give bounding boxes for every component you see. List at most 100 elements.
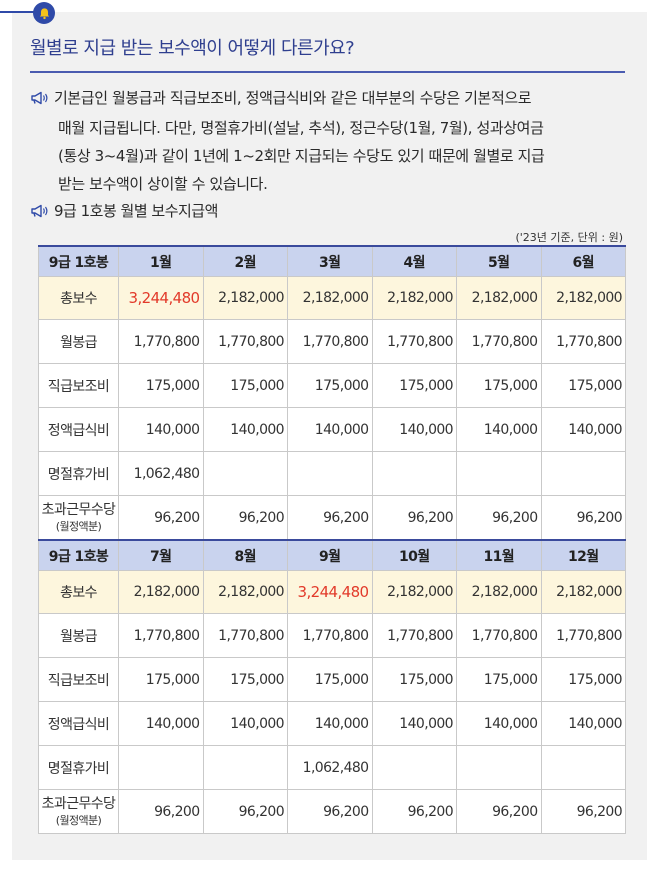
value-cell: 1,770,800	[456, 319, 542, 364]
value-cell: 1,770,800	[118, 613, 204, 658]
row-label: 총보수	[38, 276, 119, 320]
header-month: 10월	[371, 539, 457, 571]
paragraph-line: 받는 보수액이 상이할 수 있습니다.	[58, 175, 268, 193]
row-label: 총보수	[38, 570, 119, 614]
unit-note: ('23년 기준, 단위 : 원)	[515, 231, 623, 244]
value-cell: 2,182,000	[202, 570, 288, 614]
section-title: 월별로 지급 받는 보수액이 어떻게 다른가요?	[30, 34, 625, 73]
value-cell: 1,062,480	[287, 745, 373, 790]
row-label: 정액급식비	[38, 701, 119, 746]
value-cell: 96,200	[456, 789, 542, 834]
header-month: 6월	[540, 245, 626, 277]
value-cell: 1,770,800	[118, 319, 204, 364]
value-cell: 96,200	[287, 495, 373, 541]
value-cell: 140,000	[287, 701, 373, 746]
value-cell: 2,182,000	[371, 570, 457, 614]
value-cell: 140,000	[202, 407, 288, 452]
total-row: 총보수 2,182,000 2,182,000 3,244,480 2,182,000 2…	[38, 570, 626, 614]
value-cell: 1,770,800	[456, 613, 542, 658]
header-month: 7월	[118, 539, 204, 571]
value-cell: 175,000	[118, 657, 204, 702]
table-row: 명절휴가비 1,062,480	[38, 451, 626, 496]
value-cell: 175,000	[371, 363, 457, 408]
total-row: 총보수 3,244,480 2,182,000 2,182,000 2,182,000 2…	[38, 276, 626, 320]
value-cell: 3,244,480	[118, 276, 204, 320]
value-cell: 2,182,000	[287, 276, 373, 320]
value-cell: 1,770,800	[371, 613, 457, 658]
value-cell: 2,182,000	[456, 570, 542, 614]
table-row: 직급보조비 175,000 175,000 175,000 175,000 175,000…	[38, 657, 626, 702]
value-cell: 1,770,800	[540, 319, 626, 364]
header-grade: 9급 1호봉	[38, 539, 119, 571]
value-cell: 96,200	[118, 789, 204, 834]
value-cell: 175,000	[287, 363, 373, 408]
row-label: 정액급식비	[38, 407, 119, 452]
value-cell: 175,000	[118, 363, 204, 408]
value-cell: 140,000	[118, 701, 204, 746]
header-month: 3월	[287, 245, 373, 277]
value-cell: 96,200	[371, 789, 457, 834]
value-cell: 2,182,000	[371, 276, 457, 320]
value-cell	[540, 451, 626, 496]
value-cell: 2,182,000	[540, 276, 626, 320]
value-cell: 140,000	[371, 407, 457, 452]
value-cell: 96,200	[540, 495, 626, 541]
value-cell: 140,000	[287, 407, 373, 452]
table-row: 명절휴가비 1,062,480	[38, 745, 626, 790]
value-cell	[456, 745, 542, 790]
value-cell: 1,770,800	[202, 613, 288, 658]
megaphone-icon	[30, 204, 50, 222]
row-sublabel: (월정액분)	[55, 519, 102, 533]
value-cell	[371, 745, 457, 790]
value-cell	[540, 745, 626, 790]
value-cell: 175,000	[540, 657, 626, 702]
megaphone-icon	[30, 86, 50, 114]
value-cell: 96,200	[287, 789, 373, 834]
row-label: 직급보조비	[38, 657, 119, 702]
value-cell: 175,000	[371, 657, 457, 702]
row-label: 월봉급	[38, 613, 119, 658]
value-cell: 175,000	[202, 363, 288, 408]
paragraph-line: 매월 지급됩니다. 다만, 명절휴가비(설날, 추석), 정근수당(1월, 7월…	[58, 119, 544, 137]
value-cell: 96,200	[456, 495, 542, 541]
value-cell: 140,000	[202, 701, 288, 746]
row-label: 월봉급	[38, 319, 119, 364]
bell-icon	[33, 2, 55, 24]
value-cell: 140,000	[456, 407, 542, 452]
table-row: 정액급식비 140,000 140,000 140,000 140,000 140,000…	[38, 701, 626, 746]
value-cell: 2,182,000	[118, 570, 204, 614]
row-label: 초과근무수당 (월정액분)	[38, 789, 119, 834]
row-label: 초과근무수당 (월정액분)	[38, 495, 119, 541]
paragraph-line: (통상 3~4월)과 같이 1년에 1~2회만 지급되는 수당도 있기 때문에 …	[58, 147, 545, 165]
row-sublabel: (월정액분)	[55, 813, 102, 827]
value-cell	[202, 745, 288, 790]
value-cell: 96,200	[118, 495, 204, 541]
row-label: 명절휴가비	[38, 745, 119, 790]
table-header-row: 9급 1호봉 1월 2월 3월 4월 5월 6월	[38, 245, 626, 277]
value-cell: 2,182,000	[540, 570, 626, 614]
header-month: 4월	[371, 245, 457, 277]
table-row: 초과근무수당 (월정액분) 96,200 96,200 96,200 96,200 96,2…	[38, 495, 626, 541]
intro-paragraph: 기본급인 월봉급과 직급보조비, 정액급식비와 같은 대부분의 수당은 기본적으…	[30, 84, 630, 198]
value-cell: 1,062,480	[118, 451, 204, 496]
value-cell	[456, 451, 542, 496]
value-cell: 175,000	[287, 657, 373, 702]
value-cell: 175,000	[456, 363, 542, 408]
row-label: 명절휴가비	[38, 451, 119, 496]
value-cell: 175,000	[540, 363, 626, 408]
table-row: 월봉급 1,770,800 1,770,800 1,770,800 1,770,800 1…	[38, 319, 626, 364]
value-cell: 140,000	[540, 407, 626, 452]
value-cell: 1,770,800	[202, 319, 288, 364]
value-cell: 1,770,800	[287, 613, 373, 658]
value-cell: 96,200	[202, 495, 288, 541]
header-month: 1월	[118, 245, 204, 277]
row-label: 직급보조비	[38, 363, 119, 408]
value-cell: 1,770,800	[371, 319, 457, 364]
value-cell: 140,000	[540, 701, 626, 746]
table-subheading: 9급 1호봉 월별 보수지급액	[30, 200, 218, 222]
value-cell: 2,182,000	[456, 276, 542, 320]
header-month: 11월	[456, 539, 542, 571]
value-cell: 140,000	[118, 407, 204, 452]
value-cell: 96,200	[202, 789, 288, 834]
value-cell	[287, 451, 373, 496]
